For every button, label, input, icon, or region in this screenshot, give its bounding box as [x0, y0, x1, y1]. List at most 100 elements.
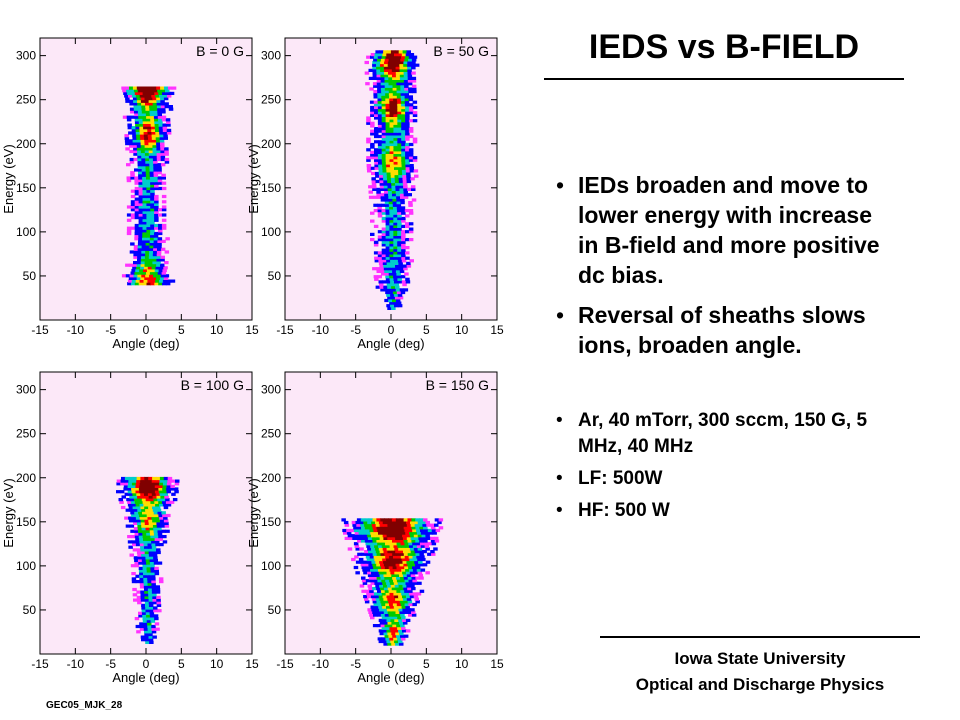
heatmap-cell: [385, 248, 391, 252]
heatmap-cell: [391, 563, 397, 567]
heatmap-cell: [144, 258, 150, 262]
heatmap-cell: [415, 526, 420, 530]
heatmap-cell: [365, 579, 371, 583]
heatmap-cell: [402, 597, 408, 601]
heatmap-cell: [393, 251, 398, 255]
heatmap-cell: [377, 87, 382, 91]
heatmap-cell: [134, 231, 140, 236]
heatmap-cell: [130, 500, 136, 504]
heatmap-cell: [352, 523, 357, 527]
heatmap-cell: [365, 589, 370, 593]
heatmap-cell: [129, 495, 134, 499]
heatmap-cell: [384, 600, 389, 604]
heatmap-cell: [130, 498, 135, 502]
heatmap-cell: [143, 585, 149, 589]
heatmap-cell: [161, 107, 166, 111]
heatmap-cell: [152, 155, 158, 159]
heatmap-cell: [145, 237, 151, 241]
heatmap-cell: [392, 589, 397, 593]
heatmap-cell: [133, 495, 138, 499]
heatmap-cell: [139, 574, 144, 578]
heatmap-cell: [368, 550, 373, 554]
heatmap-cells: [121, 86, 177, 286]
heatmap-cell: [378, 161, 383, 165]
heatmap-cell: [383, 550, 388, 554]
heatmap-cell: [147, 279, 152, 283]
heatmap-cell: [155, 516, 160, 520]
heatmap-cell: [405, 164, 410, 168]
heatmap-cell: [393, 616, 398, 620]
heatmap-cell: [376, 539, 381, 543]
heatmap-cell: [134, 192, 140, 196]
heatmap-cell: [374, 108, 379, 112]
heatmap-cell: [401, 568, 406, 572]
heatmap-cell: [144, 635, 150, 639]
heatmap-cell: [140, 590, 145, 594]
heatmap-cell: [137, 168, 143, 172]
heatmap-cell: [397, 166, 403, 170]
heatmap-cell: [399, 550, 404, 554]
heatmap-cell: [135, 123, 140, 127]
heatmap-cell: [379, 621, 385, 625]
heatmap-cell: [379, 182, 385, 186]
heatmap-cell: [145, 165, 150, 169]
heatmap-cell: [395, 298, 401, 303]
heatmap-cell: [408, 565, 413, 570]
heatmap-cell: [142, 226, 147, 230]
heatmap-cell: [391, 68, 397, 72]
heatmap-cell: [160, 157, 166, 162]
heatmap-cell: [394, 53, 399, 57]
heatmap-cell: [377, 206, 382, 210]
heatmap-cell: [368, 587, 373, 591]
heatmap-cell: [411, 563, 416, 567]
heatmap-cell: [384, 90, 390, 94]
heatmap-cell: [160, 152, 165, 156]
heatmap-cell: [399, 76, 405, 80]
heatmap-cell: [385, 277, 391, 281]
heatmap-cell: [133, 527, 139, 531]
heatmap-cell: [145, 609, 150, 613]
heatmap-cell: [394, 283, 399, 287]
heatmap-cell: [120, 505, 126, 510]
heatmap-cell: [137, 89, 143, 93]
heatmap-cell: [150, 513, 156, 518]
heatmap-cell: [366, 148, 371, 152]
heatmap-cell: [405, 618, 411, 622]
heatmap-cell: [146, 184, 151, 188]
heatmap-cell: [379, 597, 384, 601]
heatmap-cell: [373, 275, 379, 279]
heatmap-cell: [152, 553, 158, 557]
heatmap-cell: [367, 534, 372, 538]
heatmap-cell: [386, 520, 392, 525]
heatmap-cell: [154, 484, 160, 488]
heatmap-cell: [130, 176, 135, 180]
y-axis-label: Energy (eV): [246, 478, 261, 547]
heatmap-cell: [381, 219, 387, 223]
heatmap-cell: [383, 66, 389, 70]
heatmap-cell: [371, 547, 376, 551]
heatmap-cell: [159, 131, 164, 135]
heatmap-cell: [157, 511, 162, 515]
heatmap-cell: [147, 126, 152, 130]
heatmap-cell: [400, 97, 406, 102]
heatmap-cell: [154, 202, 159, 206]
heatmap-cell: [407, 76, 413, 80]
heatmap-cell: [374, 531, 379, 535]
heatmap-cell: [141, 163, 146, 167]
heatmap-cell: [144, 476, 149, 481]
heatmap-cell: [136, 136, 141, 140]
heatmap-cell: [392, 74, 397, 78]
heatmap-cell: [150, 537, 156, 541]
heatmap-cell: [427, 552, 432, 556]
heatmap-cell: [402, 171, 407, 176]
heatmap-cell: [132, 492, 137, 496]
heatmap-cell: [148, 508, 154, 512]
heatmap-cell: [371, 182, 377, 186]
heatmap-cell: [156, 276, 161, 280]
heatmap-cell: [144, 479, 149, 483]
heatmap-cell: [156, 152, 162, 156]
heatmap-cell: [398, 169, 403, 173]
heatmap-cell: [377, 105, 383, 110]
heatmap-cell: [362, 531, 367, 535]
heatmap-cell: [152, 276, 157, 280]
